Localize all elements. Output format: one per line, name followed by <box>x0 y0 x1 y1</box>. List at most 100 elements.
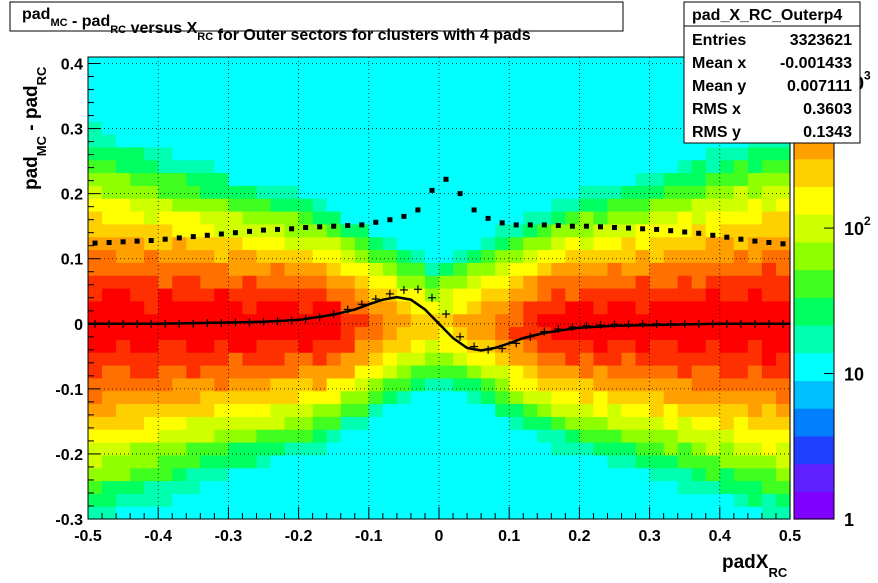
heatmap-cell <box>733 467 749 482</box>
heatmap-cell <box>186 467 201 482</box>
heatmap-cell <box>228 121 244 135</box>
heatmap-cell <box>467 390 482 405</box>
heatmap-cell <box>88 249 103 263</box>
heatmap-cell <box>663 352 679 366</box>
heatmap-cell <box>172 95 187 109</box>
heatmap-cell <box>761 429 777 443</box>
heatmap-cell <box>410 377 426 392</box>
heatmap-cell <box>761 211 777 225</box>
heatmap-cell <box>158 159 173 174</box>
heatmap-cell <box>719 275 735 289</box>
heatmap-cell <box>270 480 286 494</box>
heatmap-cell <box>298 134 314 148</box>
heatmap-cell <box>481 249 496 263</box>
heatmap-cell <box>635 493 651 507</box>
rms-profile-point <box>148 238 154 243</box>
heatmap-cell <box>354 223 370 238</box>
heatmap-cell <box>593 172 609 186</box>
heatmap-cell <box>214 211 229 225</box>
heatmap-cell <box>747 493 763 507</box>
heatmap-cell <box>635 69 651 84</box>
heatmap-cell <box>537 365 552 379</box>
heatmap-cell <box>158 95 173 109</box>
heatmap-cell <box>509 185 524 199</box>
heatmap-cell <box>747 506 763 520</box>
heatmap-cell <box>410 493 426 507</box>
heatmap-cell <box>354 403 370 417</box>
heatmap-cell <box>691 352 707 366</box>
heatmap-cell <box>439 454 454 469</box>
heatmap-cell <box>649 159 665 174</box>
rms-profile-point <box>176 235 182 241</box>
heatmap-cell <box>621 288 637 302</box>
heatmap-cell <box>481 288 496 302</box>
heatmap-cell <box>439 185 454 199</box>
heatmap-cell <box>663 403 679 417</box>
heatmap-cell <box>116 429 131 443</box>
heatmap-cell <box>467 262 482 276</box>
heatmap-cell <box>186 365 201 379</box>
heatmap-cell <box>312 262 328 276</box>
heatmap-cell <box>410 288 426 302</box>
heatmap-cell <box>242 454 258 469</box>
heatmap-cell <box>186 211 201 225</box>
heatmap-cell <box>270 249 286 263</box>
heatmap-cell <box>186 352 201 366</box>
heatmap-cell <box>607 454 623 469</box>
heatmap-cell <box>242 300 258 315</box>
heatmap-cell <box>635 185 651 199</box>
heatmap-cell <box>733 506 749 520</box>
palette-band <box>794 149 834 160</box>
heatmap-cell <box>495 159 510 174</box>
heatmap-cell <box>523 377 538 392</box>
heatmap-cell <box>326 429 342 443</box>
heatmap-cell <box>523 236 538 251</box>
heatmap-cell <box>523 442 538 456</box>
heatmap-cell <box>186 326 201 340</box>
heatmap-cell <box>663 454 679 469</box>
heatmap-cell <box>298 506 314 520</box>
heatmap-cell <box>565 121 580 135</box>
heatmap-cell <box>144 326 159 340</box>
heatmap-cell <box>256 82 272 97</box>
heatmap-cell <box>537 69 552 84</box>
heatmap-cell <box>621 262 637 276</box>
heatmap-cell <box>270 403 286 417</box>
heatmap-cell <box>312 416 328 430</box>
stats-row-value: 0.3603 <box>803 101 852 118</box>
heatmap-cell <box>326 211 342 225</box>
heatmap-cell <box>256 480 272 494</box>
heatmap-cell <box>579 236 595 251</box>
heatmap-cell <box>663 275 679 289</box>
heatmap-cell <box>649 326 665 340</box>
heatmap-cell <box>102 416 117 430</box>
heatmap-cell <box>691 262 707 276</box>
heatmap-cell <box>705 223 721 238</box>
heatmap-cell <box>579 326 595 340</box>
heatmap-cell <box>368 365 384 379</box>
heatmap-cell <box>130 365 145 379</box>
heatmap-cell <box>705 172 721 186</box>
heatmap-cell <box>396 185 412 199</box>
heatmap-cell <box>467 493 482 507</box>
heatmap-cell <box>635 146 651 161</box>
heatmap-cell <box>116 454 131 469</box>
heatmap-cell <box>663 82 679 97</box>
heatmap-cell <box>663 134 679 148</box>
heatmap-cell <box>186 172 201 186</box>
heatmap-cell <box>439 429 454 443</box>
heatmap-cell <box>368 493 384 507</box>
heatmap-cell <box>214 300 229 315</box>
heatmap-cell <box>130 326 145 340</box>
heatmap-cell <box>439 506 454 520</box>
heatmap-cell <box>284 236 300 251</box>
heatmap-cell <box>579 480 595 494</box>
rms-profile-point <box>401 213 407 219</box>
heatmap-cell <box>326 121 342 135</box>
heatmap-cell <box>424 429 440 443</box>
palette-band <box>794 269 834 280</box>
heatmap-cell <box>382 159 398 174</box>
heatmap-cell <box>242 95 258 109</box>
heatmap-cell <box>256 159 272 174</box>
heatmap-cell <box>256 57 272 71</box>
